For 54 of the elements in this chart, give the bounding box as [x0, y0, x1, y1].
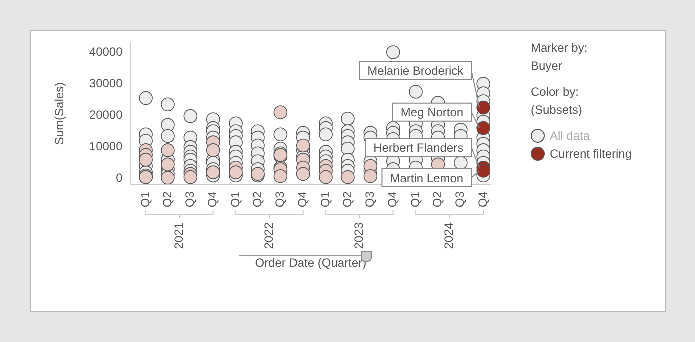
point — [206, 144, 220, 158]
x-tick-label: Q1 — [138, 191, 152, 208]
y-tick-label: 30000 — [89, 76, 124, 90]
x-tick-label: Q4 — [476, 191, 490, 208]
legend-label: All data — [550, 128, 590, 145]
x-tick-label: Q4 — [296, 191, 310, 208]
annotation: Herbert Flanders — [374, 141, 464, 156]
y-tick-label: 40000 — [89, 44, 124, 59]
point — [476, 100, 491, 115]
text: 2023 — [352, 222, 366, 250]
text: (Subsets) — [531, 102, 584, 119]
text: 2024 — [442, 222, 456, 250]
x-tick-label: Q2 — [160, 191, 174, 208]
point — [296, 138, 310, 153]
text: 2022 — [262, 222, 276, 250]
point — [319, 170, 333, 184]
x-tick-label: Q3 — [453, 191, 468, 208]
annotation: Melanie Broderick — [368, 64, 465, 78]
point — [274, 169, 288, 184]
y-tick-label: 0 — [116, 171, 124, 186]
x-tick-label: Q1 — [408, 191, 422, 208]
point — [161, 158, 175, 172]
y-axis-title: Sum(Sales) — [52, 82, 67, 146]
x-tick-label: Q2 — [250, 191, 264, 208]
x-tick-label: Q3 — [362, 191, 377, 208]
text: 2021 — [172, 222, 186, 250]
x-tick-label: Q4 — [386, 191, 400, 208]
point — [184, 170, 198, 184]
point — [139, 153, 153, 167]
point — [364, 169, 378, 184]
annotation: Martin Lemon — [390, 171, 464, 186]
x-tick-label: Q3 — [182, 191, 197, 208]
point — [274, 106, 288, 120]
point — [476, 164, 491, 178]
x-tick-label: Q1 — [228, 191, 242, 208]
point — [229, 166, 243, 180]
text: Buyer — [531, 58, 564, 75]
point — [161, 144, 175, 158]
x-axis-title: Order Date (Quarter) — [255, 256, 367, 270]
legend-label: Current filtering — [550, 146, 632, 163]
x-tick-label: Q2 — [340, 191, 354, 208]
x-tick-label: Q3 — [272, 191, 287, 208]
y-tick-label: 20000 — [89, 108, 124, 122]
text: Marker by: — [531, 40, 589, 57]
x-tick-label: Q4 — [206, 191, 220, 208]
x-tick-label: Q1 — [318, 191, 332, 208]
legend-title: Color by: — [531, 84, 580, 101]
annotation: Meg Norton — [400, 106, 464, 120]
y-tick-label: 10000 — [89, 140, 124, 154]
point — [476, 121, 491, 136]
point — [161, 171, 175, 185]
point — [341, 170, 355, 184]
x-tick-label: Q2 — [430, 191, 445, 208]
point — [206, 166, 220, 180]
